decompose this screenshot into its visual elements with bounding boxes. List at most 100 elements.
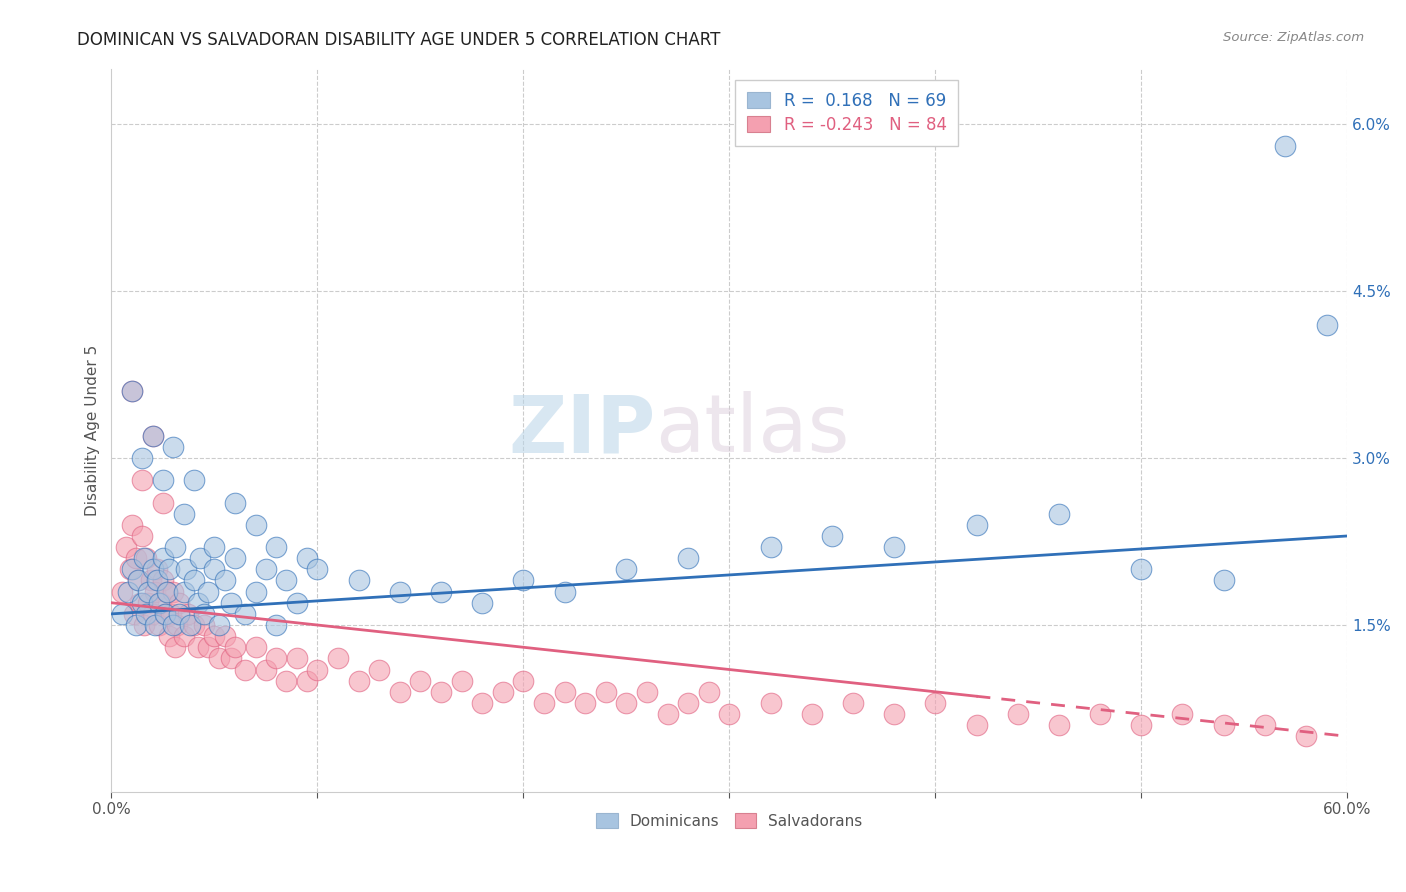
Point: [135, 607, 157, 621]
Point: [821, 529, 844, 543]
Point: [176, 607, 198, 621]
Point: [254, 663, 277, 677]
Point: [152, 574, 174, 588]
Point: [111, 607, 134, 621]
Point: [131, 451, 153, 466]
Point: [233, 607, 256, 621]
Point: [676, 551, 699, 566]
Point: [197, 584, 219, 599]
Point: [430, 584, 453, 599]
Point: [1212, 574, 1234, 588]
Point: [254, 562, 277, 576]
Point: [183, 574, 205, 588]
Point: [125, 551, 148, 566]
Point: [139, 574, 162, 588]
Point: [125, 618, 148, 632]
Point: [276, 574, 298, 588]
Point: [1130, 562, 1153, 576]
Point: [131, 473, 153, 487]
Point: [512, 673, 534, 688]
Point: [214, 574, 236, 588]
Point: [162, 440, 184, 454]
Point: [138, 584, 160, 599]
Point: [117, 584, 139, 599]
Point: [1007, 707, 1029, 722]
Point: [388, 685, 411, 699]
Point: [966, 718, 988, 732]
Point: [800, 707, 823, 722]
Point: [135, 551, 157, 566]
Point: [174, 562, 197, 576]
Point: [193, 618, 215, 632]
Point: [162, 618, 184, 632]
Point: [533, 696, 555, 710]
Point: [169, 596, 191, 610]
Point: [134, 618, 156, 632]
Point: [842, 696, 865, 710]
Point: [169, 607, 191, 621]
Point: [148, 618, 170, 632]
Point: [166, 618, 188, 632]
Point: [233, 663, 256, 677]
Point: [148, 596, 170, 610]
Point: [1047, 507, 1070, 521]
Point: [718, 707, 741, 722]
Point: [143, 584, 166, 599]
Point: [1171, 707, 1194, 722]
Point: [245, 640, 267, 655]
Point: [118, 562, 141, 576]
Point: [574, 696, 596, 710]
Point: [142, 562, 165, 576]
Point: [121, 384, 143, 399]
Point: [409, 673, 432, 688]
Point: [160, 607, 183, 621]
Text: ZIP: ZIP: [508, 392, 655, 469]
Point: [187, 596, 209, 610]
Point: [1047, 718, 1070, 732]
Point: [173, 507, 195, 521]
Point: [153, 607, 176, 621]
Point: [614, 696, 637, 710]
Point: [173, 584, 195, 599]
Point: [165, 640, 187, 655]
Point: [152, 551, 174, 566]
Point: [127, 574, 149, 588]
Point: [697, 685, 720, 699]
Point: [492, 685, 515, 699]
Point: [264, 618, 287, 632]
Point: [179, 618, 201, 632]
Point: [219, 651, 242, 665]
Point: [197, 640, 219, 655]
Point: [224, 495, 246, 509]
Point: [121, 562, 143, 576]
Point: [202, 540, 225, 554]
Point: [512, 574, 534, 588]
Point: [219, 596, 242, 610]
Point: [657, 707, 679, 722]
Point: [156, 584, 179, 599]
Point: [1212, 718, 1234, 732]
Point: [121, 517, 143, 532]
Point: [295, 673, 318, 688]
Point: [143, 618, 166, 632]
Point: [142, 429, 165, 443]
Y-axis label: Disability Age Under 5: Disability Age Under 5: [86, 344, 100, 516]
Point: [224, 640, 246, 655]
Point: [883, 540, 905, 554]
Point: [554, 685, 576, 699]
Point: [149, 596, 172, 610]
Point: [347, 673, 370, 688]
Point: [388, 584, 411, 599]
Point: [471, 596, 494, 610]
Point: [759, 540, 782, 554]
Point: [138, 596, 160, 610]
Point: [214, 629, 236, 643]
Point: [676, 696, 699, 710]
Point: [152, 473, 174, 487]
Text: DOMINICAN VS SALVADORAN DISABILITY AGE UNDER 5 CORRELATION CHART: DOMINICAN VS SALVADORAN DISABILITY AGE U…: [77, 31, 721, 49]
Point: [1254, 718, 1277, 732]
Point: [245, 517, 267, 532]
Point: [264, 540, 287, 554]
Point: [1088, 707, 1111, 722]
Point: [131, 529, 153, 543]
